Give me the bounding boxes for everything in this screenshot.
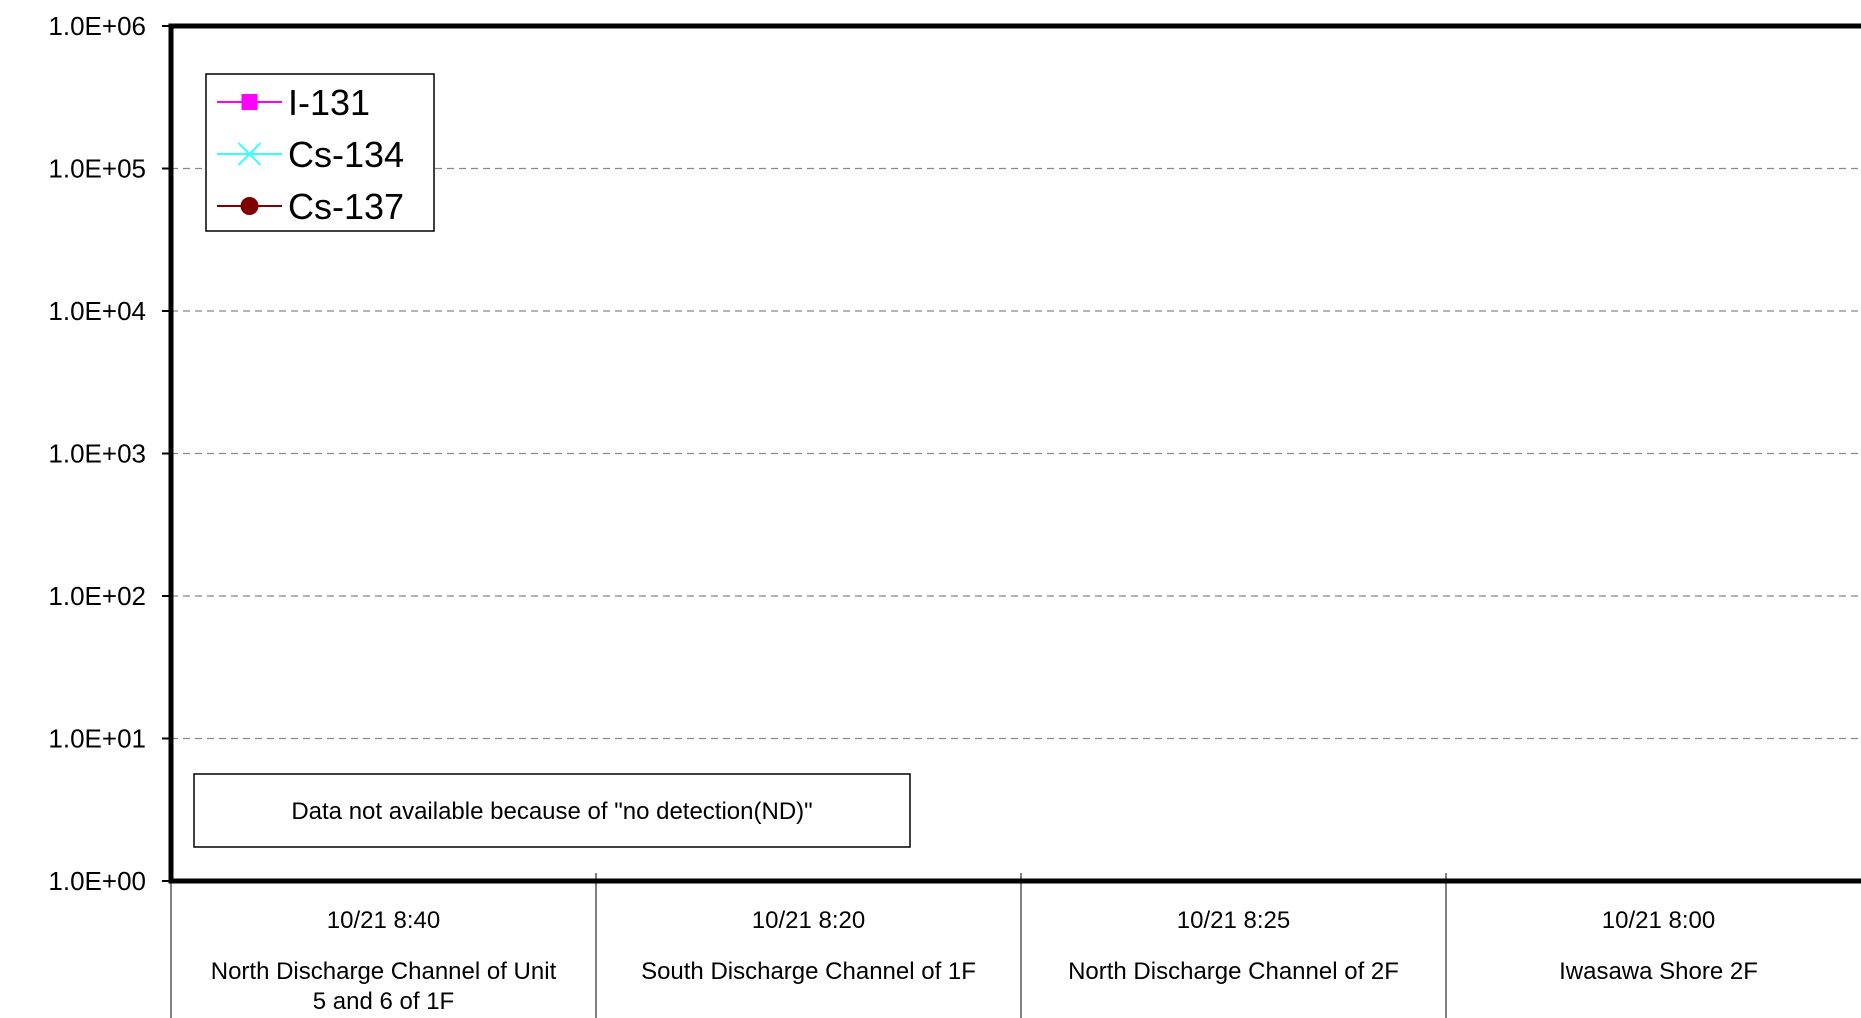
y-tick-label: 1.0E+02 xyxy=(48,581,146,611)
annotation-text: Data not available because of "no detect… xyxy=(291,798,812,825)
annotation: Data not available because of "no detect… xyxy=(193,773,911,848)
y-tick-label: 1.0E+03 xyxy=(48,439,146,469)
legend-marker-circle xyxy=(240,197,259,215)
x-category-time: 10/21 8:20 xyxy=(752,907,865,934)
annotation-box xyxy=(193,773,911,848)
legend: I-131 Cs-134 Cs-137 xyxy=(205,73,435,232)
y-tick-label: 1.0E+01 xyxy=(48,724,146,754)
x-category-time: 10/21 8:40 xyxy=(327,907,440,934)
legend-label: Cs-137 xyxy=(288,186,404,227)
x-category-location: North Discharge Channel of 2F xyxy=(1068,958,1399,985)
grid-lines xyxy=(171,167,1861,740)
y-tick-label: 1.0E+00 xyxy=(48,866,146,896)
y-axis-ticks: 1.0E+00 1.0E+01 1.0E+02 1.0E+03 1.0E+04 1.0E+… xyxy=(48,11,171,896)
legend-label: I-131 xyxy=(288,82,370,123)
x-category-location: South Discharge Channel of 1F xyxy=(641,958,976,985)
legend-label: Cs-134 xyxy=(288,134,404,175)
x-category-time: 10/21 8:00 xyxy=(1602,907,1715,934)
x-axis-categories: 10/21 8:40 North Discharge Channel of Uni… xyxy=(170,873,1758,1018)
y-tick-label: 1.0E+05 xyxy=(48,154,146,184)
legend-marker-x xyxy=(237,142,262,166)
plot-area-frame xyxy=(168,23,1861,884)
x-category-location: North Discharge Channel of Unit 5 and 6 o… xyxy=(211,958,557,1015)
x-category-location: Iwasawa Shore 2F xyxy=(1559,958,1758,985)
y-tick-label: 1.0E+06 xyxy=(48,11,146,41)
y-tick-label: 1.0E+04 xyxy=(48,296,146,326)
x-category-time: 10/21 8:25 xyxy=(1177,907,1290,934)
legend-marker-square xyxy=(241,94,258,110)
